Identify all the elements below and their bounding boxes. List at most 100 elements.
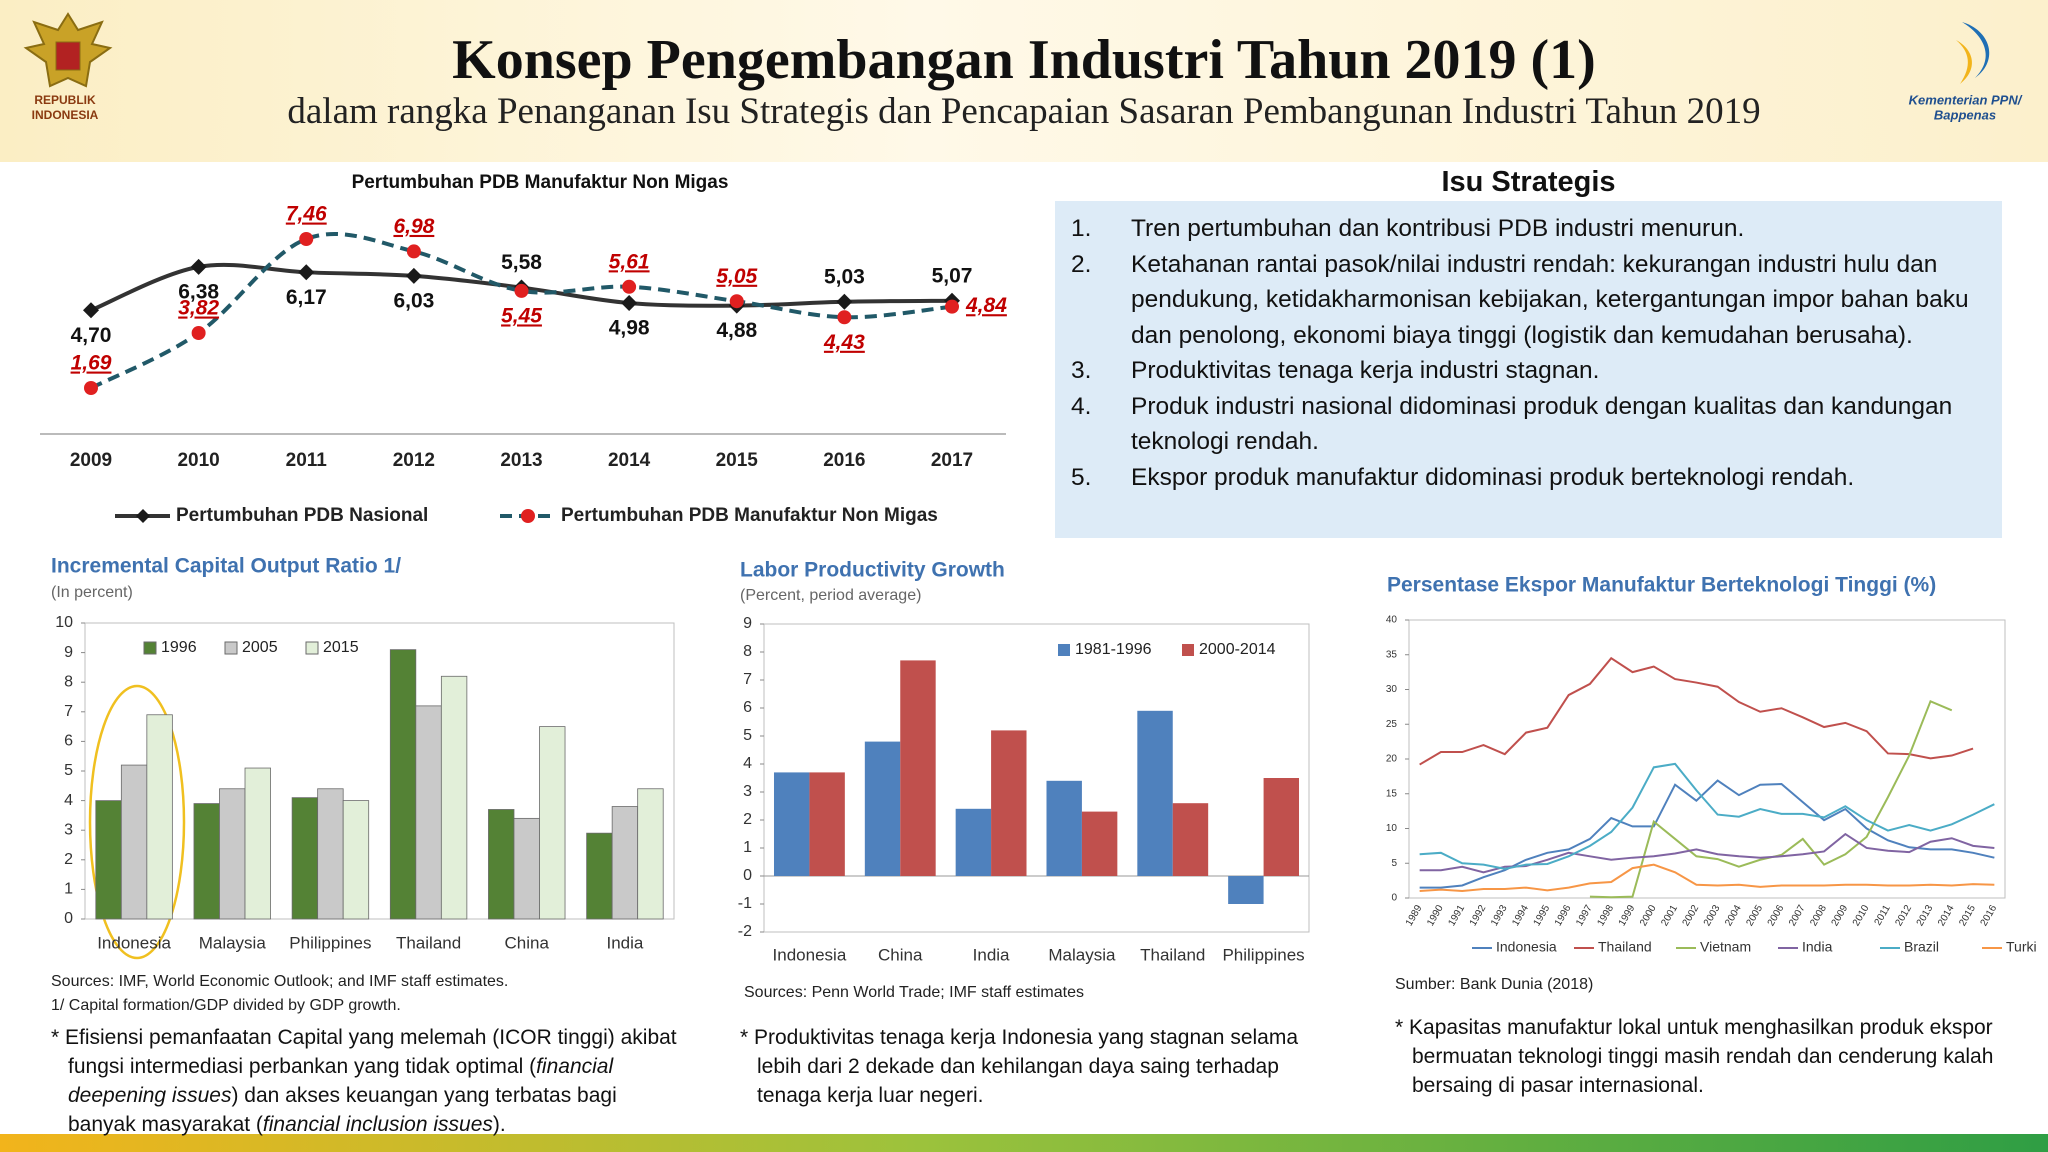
x-tick-label: 1997 xyxy=(1574,903,1595,928)
marker xyxy=(299,232,314,246)
chart-subtitle: (Percent, period average) xyxy=(740,587,921,604)
isu-text: Produk industri nasional didominasi prod… xyxy=(1131,392,1953,456)
x-tick-label: Thailand xyxy=(1140,945,1205,964)
x-tick-label: 2012 xyxy=(393,450,435,471)
data-label: 6,03 xyxy=(393,289,434,312)
series-line xyxy=(1419,779,1995,889)
x-tick-label: 2002 xyxy=(1681,903,1702,928)
data-label: 5,03 xyxy=(824,265,865,288)
legend-label: Pertumbuhan PDB Nasional xyxy=(176,505,428,526)
marker xyxy=(298,264,315,281)
x-tick-label: 2013 xyxy=(1915,903,1936,928)
plot-frame xyxy=(763,623,1310,933)
marker xyxy=(84,381,98,395)
isu-number: 4. xyxy=(1071,392,1092,420)
data-label: 4,70 xyxy=(71,324,112,347)
y-tick-label: 10 xyxy=(1386,823,1398,834)
bar xyxy=(193,803,220,920)
x-tick-label: 1990 xyxy=(1425,903,1446,928)
bar xyxy=(1228,876,1264,904)
logo-text: REPUBLIK xyxy=(34,93,96,107)
legend-label: Vietnam xyxy=(1700,939,1751,955)
x-tick-label: Indonesia xyxy=(97,933,171,952)
legend-swatch xyxy=(224,641,238,655)
y-tick-label: 2 xyxy=(743,811,752,828)
marker xyxy=(83,302,99,319)
y-tick-label: 9 xyxy=(64,644,73,661)
legend-swatch xyxy=(305,641,319,655)
marker xyxy=(836,293,853,310)
series-line xyxy=(1419,656,1974,766)
data-label: 6,98 xyxy=(393,215,434,238)
legend-label: 2000-2014 xyxy=(1199,641,1276,658)
logo-text: Kementerian PPN/ xyxy=(1909,92,2023,107)
chart-title: Incremental Capital Output Ratio 1/ xyxy=(51,555,401,578)
x-tick-label: 1989 xyxy=(1404,903,1425,928)
data-label: 4,98 xyxy=(609,317,650,340)
bar xyxy=(991,730,1027,876)
x-tick-label: 2014 xyxy=(608,450,651,471)
marker xyxy=(729,294,744,309)
bar xyxy=(900,660,936,876)
bar xyxy=(1263,778,1300,876)
x-tick-label: 2004 xyxy=(1723,903,1744,928)
legend-swatch xyxy=(1058,644,1070,656)
legend-swatch xyxy=(143,641,157,655)
header-band xyxy=(0,0,2048,162)
x-tick-label: Thailand xyxy=(396,933,461,952)
slide-title: Konsep Pengembangan Industri Tahun 2019 … xyxy=(452,29,1596,91)
y-tick-label: 35 xyxy=(1386,649,1398,660)
legend-label: 1981-1996 xyxy=(1075,641,1152,658)
x-tick-label: 2012 xyxy=(1893,903,1914,928)
bar xyxy=(611,806,639,920)
y-tick-label: 1 xyxy=(743,839,752,856)
y-tick-label: 0 xyxy=(64,910,73,927)
data-label: 3,82 xyxy=(178,297,219,320)
x-tick-label: 1995 xyxy=(1532,903,1553,928)
series-line xyxy=(1419,762,1995,870)
bar xyxy=(773,772,810,876)
bar xyxy=(291,797,319,920)
y-tick-label: 15 xyxy=(1386,788,1398,799)
x-tick-label: 2007 xyxy=(1787,903,1808,928)
x-tick-label: 2009 xyxy=(70,450,112,471)
chart-subtitle: (In percent) xyxy=(51,584,133,601)
y-tick-label: 10 xyxy=(55,614,73,631)
source-note: Sources: Penn World Trade; IMF staff est… xyxy=(744,984,1084,1001)
logo-text: INDONESIA xyxy=(32,108,99,122)
y-tick-label: 5 xyxy=(1391,858,1397,869)
y-tick-label: 5 xyxy=(743,727,752,744)
bar xyxy=(1137,710,1173,876)
chart-title: Persentase Ekspor Manufaktur Berteknolog… xyxy=(1387,574,1936,597)
legend-label: 2015 xyxy=(323,639,359,656)
isu-number: 2. xyxy=(1071,250,1092,278)
logo-text: Bappenas xyxy=(1934,107,1996,122)
data-label: 4,84 xyxy=(965,294,1007,317)
y-tick-label: 9 xyxy=(743,615,752,632)
garuda-logo xyxy=(23,12,113,88)
bar xyxy=(415,705,442,920)
y-tick-label: 3 xyxy=(64,821,73,838)
marker xyxy=(945,299,959,314)
x-tick-label: 2015 xyxy=(716,450,759,471)
marker xyxy=(514,283,529,298)
data-label: 5,07 xyxy=(932,264,973,287)
bar xyxy=(95,800,122,920)
marker xyxy=(837,310,852,325)
isu-text: Ketahanan rantai pasok/nilai industri re… xyxy=(1131,250,1969,349)
x-tick-label: 2009 xyxy=(1830,903,1851,928)
series-line xyxy=(1419,832,1995,874)
y-tick-label: 2 xyxy=(64,851,73,868)
bar xyxy=(120,764,148,920)
legend-label: 1996 xyxy=(161,639,197,656)
bar xyxy=(1081,811,1118,876)
bar xyxy=(1046,780,1082,876)
bar xyxy=(539,726,566,920)
plot-frame xyxy=(84,622,675,920)
bar xyxy=(244,767,271,920)
isu-text: Tren pertumbuhan dan kontribusi PDB indu… xyxy=(1131,215,1745,242)
x-tick-label: Malaysia xyxy=(1048,945,1116,964)
y-tick-label: 30 xyxy=(1386,684,1398,695)
x-tick-label: India xyxy=(606,933,643,952)
x-tick-label: Indonesia xyxy=(773,945,847,964)
